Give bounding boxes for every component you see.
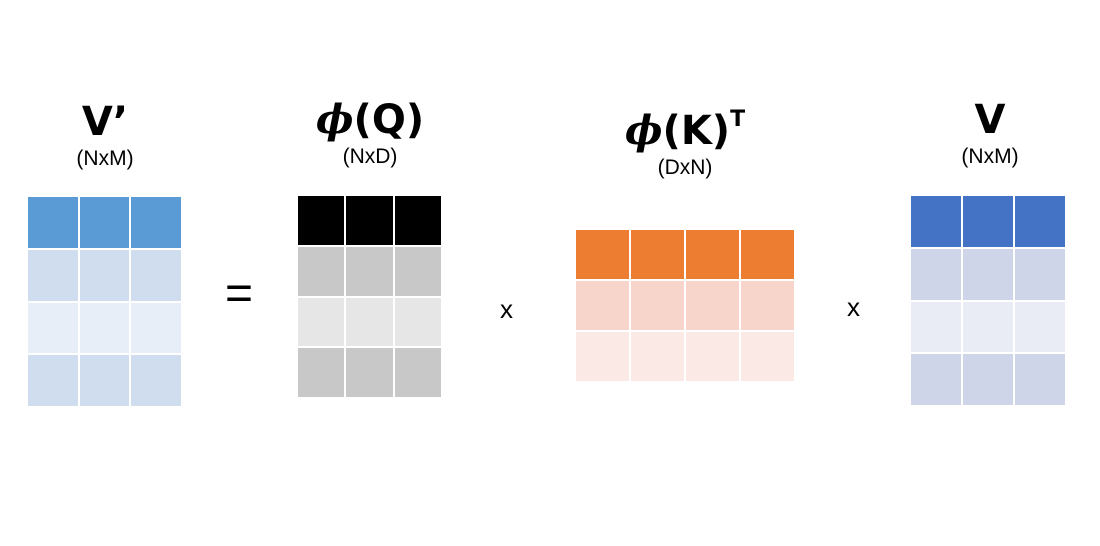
phi-k-t-label: ϕ(K)T (DxN) [610, 98, 760, 181]
phi-k-t-cell-r2-c3 [686, 281, 739, 330]
v-prime-cell-r1-c2 [79, 197, 130, 248]
v-label: V (NxM) [925, 98, 1055, 170]
multiply-sign-2: x [847, 292, 860, 322]
phi-q-cell-r3-c2 [346, 297, 393, 347]
v-cell-r3-c3 [1015, 301, 1065, 353]
phi-k-t-cell-r2-c1 [576, 281, 629, 330]
phi-q-cell-r1-c2 [346, 196, 393, 245]
phi-q-cell-r4-c1 [298, 348, 345, 397]
phi-q-cell-r3-c3 [394, 297, 441, 347]
phi-q-cell-r4-c2 [346, 348, 393, 397]
phi-q-matrix [298, 196, 441, 397]
phi-q-cell-r2-c1 [298, 246, 345, 296]
v-prime-dims: (NxM) [76, 147, 134, 170]
v-cell-r4-c2 [963, 354, 1013, 405]
v-cell-r4-c1 [911, 354, 961, 405]
v-prime-label: V’ (NxM) [40, 100, 170, 172]
v-dims: (NxM) [961, 145, 1019, 168]
phi-k-t-title: ϕ(K)T [624, 107, 746, 154]
v-cell-r2-c1 [911, 248, 961, 300]
v-prime-cell-r4-c2 [79, 355, 130, 406]
phi-k-t-cell-r2-c4 [741, 281, 794, 330]
v-prime-cell-r3-c1 [28, 302, 78, 354]
v-prime-title: V’ [81, 99, 129, 145]
v-prime-cell-r1-c3 [131, 197, 181, 248]
phi-q-cell-r3-c1 [298, 297, 345, 347]
v-prime-cell-r1-c1 [28, 197, 78, 248]
phi-q-cell-r4-c3 [394, 348, 441, 397]
phi-k-t-cell-r3-c2 [631, 332, 684, 381]
v-prime-cell-r2-c2 [79, 249, 130, 301]
phi-k-t-cell-r3-c3 [686, 332, 739, 381]
v-cell-r1-c3 [1015, 196, 1065, 247]
phi-q-dims: (NxD) [342, 145, 398, 168]
phi-q-cell-r1-c1 [298, 196, 345, 245]
multiply-sign-1: x [500, 294, 513, 324]
phi-q-label: ϕ(Q) (NxD) [300, 98, 440, 170]
v-cell-r2-c3 [1015, 248, 1065, 300]
phi-k-t-cell-r2-c2 [631, 281, 684, 330]
v-prime-cell-r4-c1 [28, 355, 78, 406]
v-cell-r1-c1 [911, 196, 961, 247]
v-cell-r4-c3 [1015, 354, 1065, 405]
v-title: V [974, 97, 1006, 143]
phi-k-t-dims: (DxN) [657, 156, 713, 179]
phi-k-t-matrix [576, 230, 794, 381]
v-prime-cell-r2-c1 [28, 249, 78, 301]
phi-k-t-cell-r1-c2 [631, 230, 684, 279]
v-cell-r1-c2 [963, 196, 1013, 247]
phi-k-t-cell-r1-c1 [576, 230, 629, 279]
phi-k-t-cell-r3-c1 [576, 332, 629, 381]
equals-sign: = [225, 267, 254, 320]
v-cell-r2-c2 [963, 248, 1013, 300]
phi-q-cell-r2-c2 [346, 246, 393, 296]
v-prime-matrix [28, 197, 181, 406]
phi-k-t-cell-r3-c4 [741, 332, 794, 381]
phi-k-t-cell-r1-c3 [686, 230, 739, 279]
phi-q-title: ϕ(Q) [315, 96, 425, 143]
v-prime-cell-r2-c3 [131, 249, 181, 301]
phi-q-cell-r2-c3 [394, 246, 441, 296]
v-prime-cell-r4-c3 [131, 355, 181, 406]
phi-q-cell-r1-c3 [394, 196, 441, 245]
v-cell-r3-c2 [963, 301, 1013, 353]
v-prime-cell-r3-c3 [131, 302, 181, 354]
phi-k-t-cell-r1-c4 [741, 230, 794, 279]
v-cell-r3-c1 [911, 301, 961, 353]
v-prime-cell-r3-c2 [79, 302, 130, 354]
v-matrix [911, 196, 1065, 405]
